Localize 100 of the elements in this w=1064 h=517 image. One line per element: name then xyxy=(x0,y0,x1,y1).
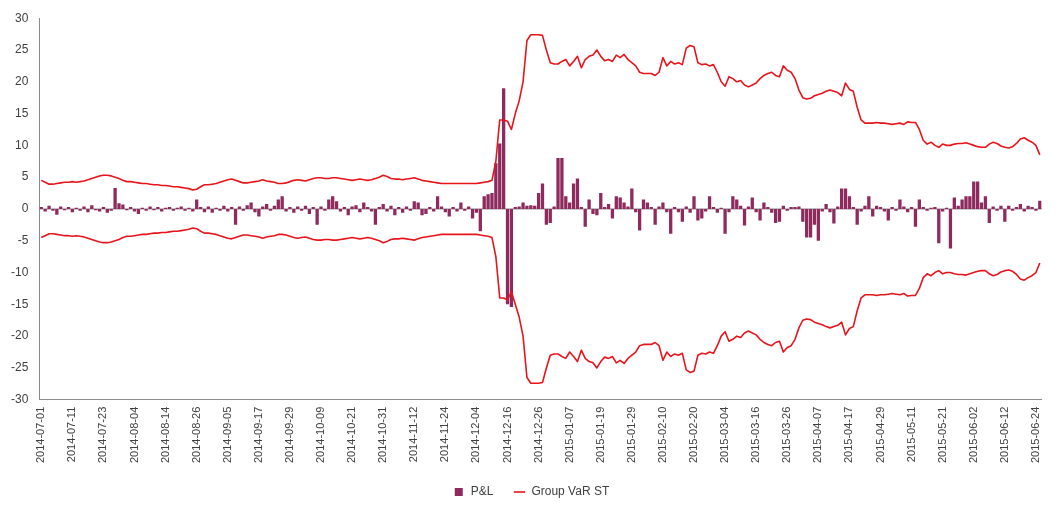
bar xyxy=(486,194,490,209)
x-tick-label: 2014-07-23 xyxy=(96,406,109,464)
bar xyxy=(222,205,226,209)
bar xyxy=(43,208,47,212)
bar xyxy=(575,178,580,209)
x-tick-label: 2014-12-16 xyxy=(500,406,513,464)
x-tick-label: 2014-09-29 xyxy=(282,406,295,464)
y-tick-label: -20 xyxy=(11,328,29,343)
x-tick-label: 2015-01-07 xyxy=(562,406,575,464)
bar xyxy=(432,208,436,212)
x-tick-label: 2015-03-16 xyxy=(749,406,762,464)
y-tick-label: 0 xyxy=(21,201,29,216)
y-tick-label: -10 xyxy=(11,264,29,279)
bar xyxy=(700,208,704,219)
bar xyxy=(964,196,968,209)
bar xyxy=(521,202,525,209)
bar xyxy=(595,208,599,216)
bar xyxy=(412,201,416,209)
bar xyxy=(86,208,90,213)
bar xyxy=(482,196,486,209)
bar xyxy=(385,208,389,212)
y-tick-label: 25 xyxy=(14,42,29,57)
bar xyxy=(735,199,739,209)
bar xyxy=(455,208,459,212)
bar xyxy=(773,208,778,223)
y-tick-label: -5 xyxy=(17,233,29,248)
bar xyxy=(898,199,902,209)
bar xyxy=(797,206,801,209)
bar xyxy=(805,208,809,238)
bar xyxy=(327,199,331,209)
bar xyxy=(610,208,615,219)
y-tick-label: 15 xyxy=(14,105,29,120)
legend-label: P&L xyxy=(470,484,494,499)
bar xyxy=(843,188,848,209)
bar xyxy=(630,188,634,209)
bar xyxy=(871,208,875,217)
bar xyxy=(560,158,564,209)
bar xyxy=(226,208,230,212)
bar xyxy=(913,208,918,227)
bar xyxy=(210,208,214,213)
x-tick-label: 2015-05-21 xyxy=(935,406,948,464)
bar xyxy=(991,206,995,209)
bar xyxy=(373,208,378,225)
bar xyxy=(276,199,280,209)
bar xyxy=(424,208,428,215)
x-tick-label: 2014-09-17 xyxy=(251,406,264,464)
bar xyxy=(548,208,552,223)
bar xyxy=(960,199,964,209)
bar xyxy=(661,202,665,209)
bar xyxy=(987,208,991,223)
bar xyxy=(972,181,976,209)
bar xyxy=(692,196,696,209)
bar xyxy=(777,208,782,222)
bar xyxy=(179,206,183,209)
bar xyxy=(245,205,249,209)
bar xyxy=(937,208,941,244)
bar xyxy=(731,196,735,209)
bar xyxy=(467,206,471,209)
bar xyxy=(762,202,766,209)
bar xyxy=(1003,208,1007,222)
x-tick-label: 2015-02-20 xyxy=(687,406,700,464)
x-tick-label: 2014-07-01 xyxy=(34,406,47,464)
x-tick-label: 2015-04-07 xyxy=(811,406,824,464)
bar xyxy=(917,199,922,209)
bar xyxy=(641,199,646,209)
bar xyxy=(400,208,405,213)
x-tick-label: 2014-07-11 xyxy=(65,406,78,463)
bar xyxy=(983,196,988,209)
bar xyxy=(350,206,354,209)
bar xyxy=(82,206,86,209)
bar xyxy=(622,202,626,209)
bar xyxy=(59,206,63,209)
bar xyxy=(470,208,475,219)
bar xyxy=(191,208,195,212)
bar xyxy=(867,196,871,209)
bar xyxy=(280,196,284,209)
bar xyxy=(824,203,828,209)
bar xyxy=(723,208,727,234)
bar xyxy=(556,158,560,209)
bar xyxy=(296,206,300,209)
bar xyxy=(684,206,688,209)
bar xyxy=(657,206,661,209)
bar xyxy=(249,202,253,209)
bar xyxy=(1022,208,1026,212)
bar xyxy=(614,196,618,209)
bar xyxy=(816,208,820,241)
bar xyxy=(758,208,762,221)
x-tick-label: 2015-04-29 xyxy=(873,406,886,464)
x-tick-label: 2015-04-17 xyxy=(842,406,855,464)
bar xyxy=(707,196,712,209)
bar xyxy=(599,193,603,209)
x-tick-label: 2014-09-05 xyxy=(220,406,233,464)
bar xyxy=(680,208,684,222)
bar xyxy=(435,196,440,209)
y-tick-label: -15 xyxy=(11,296,29,311)
bar xyxy=(148,206,152,209)
bar xyxy=(808,208,813,238)
y-tick-label: 30 xyxy=(14,10,29,25)
bar xyxy=(832,208,836,224)
x-tick-label: 2014-08-04 xyxy=(127,406,140,464)
